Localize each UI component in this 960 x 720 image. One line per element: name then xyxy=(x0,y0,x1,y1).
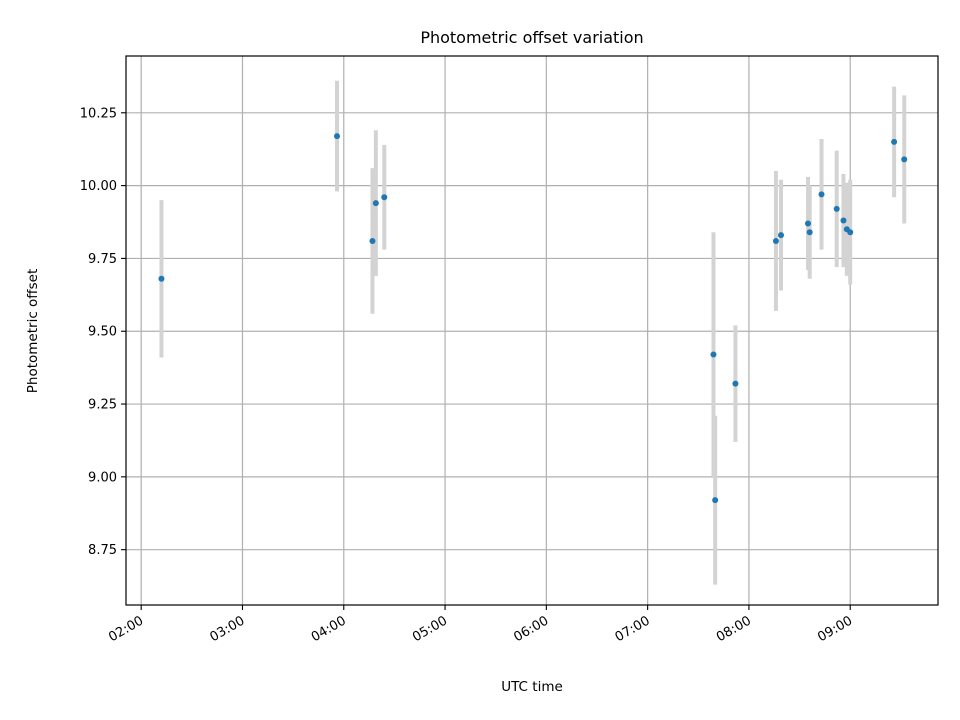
chart-title: Photometric offset variation xyxy=(420,28,643,47)
x-axis-title: UTC time xyxy=(501,679,563,695)
data-point xyxy=(818,191,825,198)
y-tick-label: 9.50 xyxy=(88,325,117,340)
y-tick-label: 10.00 xyxy=(80,179,117,194)
x-tick-label: 03:00 xyxy=(208,613,248,645)
data-point xyxy=(833,205,840,212)
y-tick-label: 9.00 xyxy=(88,470,117,485)
y-axis-title: Photometric offset xyxy=(25,269,41,393)
data-point xyxy=(847,229,854,236)
data-point xyxy=(372,200,379,207)
y-axis-ticks: 8.75 9.00 9.25 9.50 9.75 10.00 10.25 xyxy=(80,106,126,558)
x-axis-ticks: 02:00 03:00 04:00 05:00 06:00 07:00 08:00 09:00 xyxy=(106,605,855,645)
data-point xyxy=(334,133,341,140)
data-point xyxy=(891,138,898,145)
data-point xyxy=(805,220,812,227)
x-tick-label: 04:00 xyxy=(309,613,349,645)
data-points xyxy=(158,133,908,504)
plot-frame xyxy=(125,55,939,606)
error-bars xyxy=(159,80,907,585)
data-point xyxy=(806,229,813,236)
data-point xyxy=(732,380,739,387)
x-tick-label: 08:00 xyxy=(714,613,754,645)
data-point xyxy=(840,217,847,224)
data-point xyxy=(158,275,165,282)
x-tick-label: 06:00 xyxy=(511,613,551,645)
data-point xyxy=(772,237,779,244)
x-tick-label: 02:00 xyxy=(106,613,146,645)
x-tick-label: 07:00 xyxy=(613,613,653,645)
data-point xyxy=(710,351,717,358)
y-tick-label: 9.25 xyxy=(88,398,117,413)
data-point xyxy=(778,232,785,239)
data-point xyxy=(901,156,908,163)
x-tick-label: 09:00 xyxy=(815,613,855,645)
y-tick-label: 8.75 xyxy=(88,543,117,558)
y-tick-label: 9.75 xyxy=(88,252,117,267)
grid xyxy=(126,56,938,605)
y-tick-label: 10.25 xyxy=(80,106,117,121)
data-point xyxy=(369,237,376,244)
x-tick-label: 05:00 xyxy=(410,613,450,645)
data-point xyxy=(712,497,719,504)
data-point xyxy=(381,194,388,201)
